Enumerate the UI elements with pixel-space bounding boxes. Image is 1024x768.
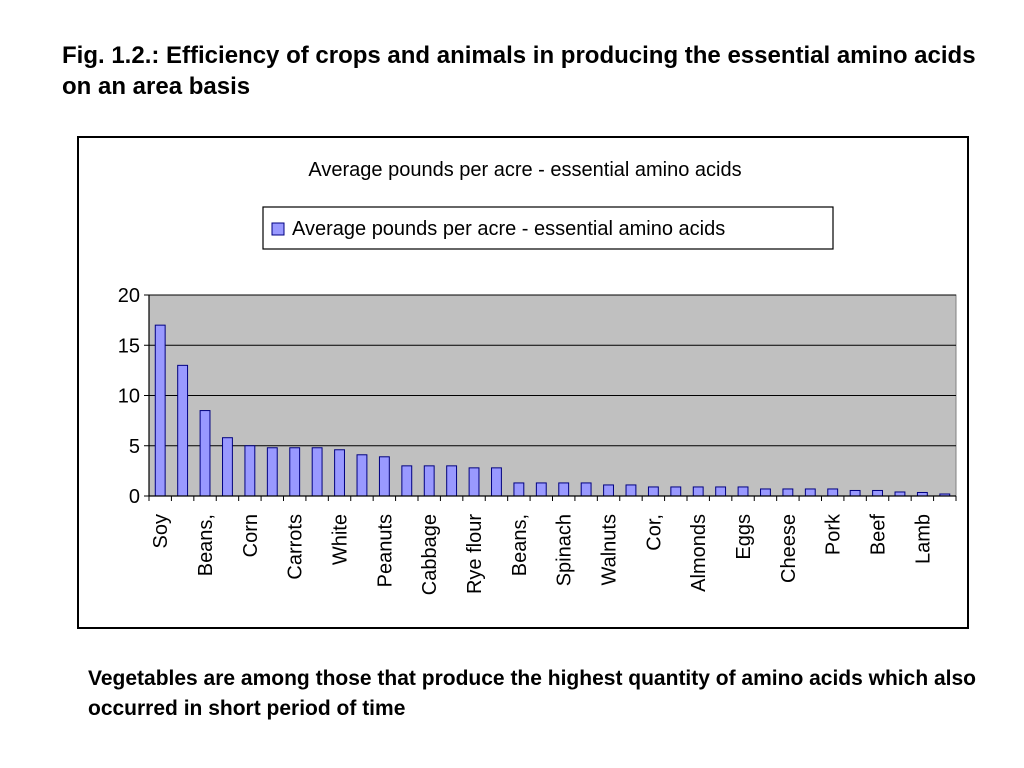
- bar-chart: Average pounds per acre - essential amin…: [118, 159, 957, 595]
- bar: [401, 465, 413, 497]
- bar: [334, 449, 345, 497]
- y-tick-label: 5: [129, 436, 140, 458]
- x-tick-label: Beans,: [509, 514, 531, 576]
- x-tick-label: Beans,: [195, 514, 217, 576]
- legend-swatch: [271, 222, 285, 236]
- x-tick-label: Cabbage: [419, 514, 441, 595]
- bars: [154, 324, 951, 497]
- y-tick-label: 20: [118, 285, 140, 307]
- bar: [199, 410, 211, 497]
- bar: [715, 486, 727, 497]
- x-tick-label: Carrots: [285, 514, 307, 580]
- chart-legend: Average pounds per acre - essential amin…: [262, 206, 834, 250]
- bar: [423, 465, 435, 497]
- bar: [446, 465, 458, 497]
- x-axis-ticks: Soy Beans, Corn Carrots White Peanuts Cabbage R…: [150, 513, 934, 595]
- x-tick-label: White: [330, 514, 352, 565]
- bar: [491, 467, 502, 497]
- bar: [804, 488, 816, 497]
- bar: [670, 486, 682, 497]
- y-tick-label: 0: [129, 486, 140, 508]
- bar: [468, 467, 480, 497]
- y-tick-label: 15: [118, 335, 140, 357]
- bar: [692, 486, 704, 497]
- x-tick-label: Rye flour: [464, 514, 486, 594]
- bar: [603, 484, 614, 497]
- legend-frame: [262, 206, 834, 250]
- gridlines: [149, 294, 956, 447]
- x-tick-label: Walnuts: [599, 514, 621, 586]
- y-axis-ticks: 0 5 10 15 20: [118, 285, 140, 508]
- slide-caption: Vegetables are among those that produce …: [88, 667, 976, 720]
- x-tick-label: Cheese: [778, 514, 800, 583]
- bar: [849, 489, 861, 497]
- bar: [580, 482, 592, 497]
- bar: [356, 454, 368, 497]
- x-tick-label: Peanuts: [374, 514, 396, 587]
- x-tick-label: Corn: [240, 514, 262, 557]
- bar: [782, 488, 794, 497]
- bar: [289, 447, 301, 497]
- bar: [760, 488, 771, 497]
- x-tick-label: Beef: [868, 514, 890, 556]
- chart-title: Average pounds per acre - essential amin…: [308, 159, 741, 181]
- bar: [558, 482, 570, 497]
- x-tick-label: Spinach: [554, 514, 576, 586]
- legend-label: Average pounds per acre - essential amin…: [292, 218, 725, 240]
- bar: [311, 447, 323, 497]
- bar: [378, 456, 390, 497]
- bar: [535, 482, 547, 497]
- bar: [266, 447, 278, 497]
- axes: [144, 294, 957, 501]
- bar: [894, 491, 906, 497]
- bar: [177, 364, 189, 497]
- x-tick-label: Cor,: [643, 514, 665, 551]
- chart-container: Average pounds per acre - essential amin…: [77, 136, 969, 629]
- x-tick-label: Pork: [823, 513, 845, 555]
- y-tick-label: 10: [118, 386, 140, 408]
- bar: [244, 445, 256, 497]
- bar: [827, 488, 839, 497]
- bar: [625, 484, 637, 497]
- bar: [872, 489, 883, 497]
- x-tick-label: Soy: [150, 514, 172, 548]
- bar: [154, 324, 166, 497]
- bar: [222, 437, 233, 497]
- bar: [647, 486, 659, 497]
- bar: [737, 486, 749, 497]
- x-tick-label: Lamb: [912, 514, 934, 564]
- x-tick-label: Eggs: [733, 514, 755, 560]
- bar: [513, 482, 525, 497]
- x-tick-label: Almonds: [688, 514, 710, 592]
- page-title: Fig. 1.2.: Efficiency of crops and anima…: [62, 42, 976, 100]
